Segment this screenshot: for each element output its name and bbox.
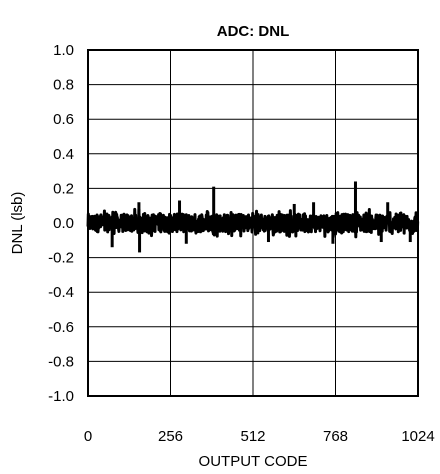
x-tick-label: 512: [240, 428, 265, 445]
dnl-trace: [86, 207, 420, 239]
y-tick-label: 0.4: [53, 146, 74, 163]
y-tick-label: 0.0: [53, 215, 74, 232]
y-tick-label: 0.6: [53, 111, 74, 128]
y-tick-label: -1.0: [48, 388, 74, 405]
y-tick-label: -0.8: [48, 353, 74, 370]
y-tick-labels: 1.0 0.8 0.6 0.4 0.2 0.0 -0.2 -0.4 -0.6 -0.8 -1.0: [48, 42, 74, 405]
y-tick-label: 0.2: [53, 180, 74, 197]
y-tick-label: 0.8: [53, 77, 74, 94]
x-tick-label: 256: [158, 428, 183, 445]
chart-title: ADC: DNL: [217, 23, 290, 40]
y-tick-label: 1.0: [53, 42, 74, 59]
x-tick-label: 1024: [401, 428, 434, 445]
x-tick-label: 768: [323, 428, 348, 445]
y-axis-label: DNL (lsb): [9, 192, 26, 255]
plot-frame: [87, 49, 419, 397]
y-tick-label: -0.4: [48, 284, 74, 301]
x-axis-label: OUTPUT CODE: [199, 453, 308, 470]
y-tick-label: -0.6: [48, 319, 74, 336]
x-tick-labels: 0 256 512 768 1024: [84, 428, 435, 445]
y-tick-label: -0.2: [48, 250, 74, 267]
x-tick-label: 0: [84, 428, 92, 445]
dnl-series: [86, 181, 420, 253]
